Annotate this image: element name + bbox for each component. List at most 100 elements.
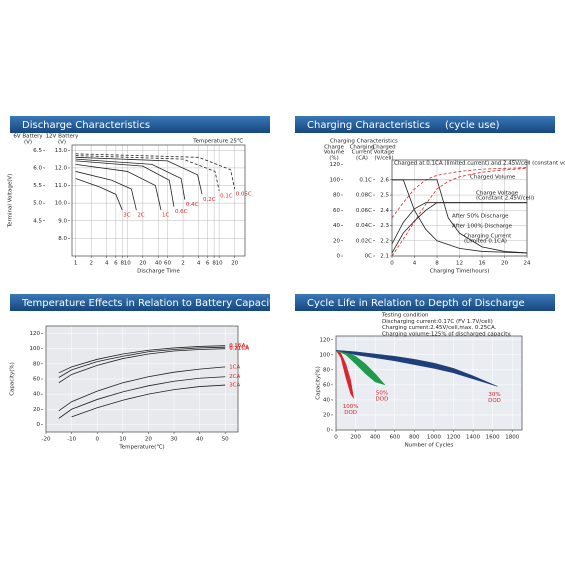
x-tick-label: 20 [139,261,146,267]
series-label: 0.4C [186,202,199,208]
x-tick-label: 10 [124,261,131,267]
x-tick-label: 8 [121,261,125,267]
y-tick-label: 100 [30,346,41,352]
annotation: After 100% Discharge [452,224,513,230]
y-tick-label: 20 [323,412,330,418]
x-tick-label: 2 [89,261,93,267]
series-label: 2C [137,213,144,219]
plot-frame [71,144,246,257]
x-tick-label: 40 [155,261,162,267]
y-tick-label: 2.3 [380,223,389,229]
x-tick-label: -20 [42,437,51,443]
y-unit-title: (V) [58,140,66,146]
series-label: 0.2C [203,197,216,203]
series-line [58,345,226,374]
series-line [58,366,226,412]
x-tick-label: 0 [390,261,394,267]
y-tick-label: 40 [333,223,340,229]
y-tick-label: 11.0 [55,183,68,189]
y2-unit-title: (V) [24,140,32,146]
axis-title: Charging [350,145,375,151]
plot-background [336,336,522,430]
x-tick-label: 20 [501,261,508,267]
x-tick-label: 1800 [505,435,519,441]
x-tick-label: 0 [334,435,338,441]
x-tick-label: 2 [181,261,185,267]
axis-title: Volume [324,150,345,156]
x-tick-label: 1600 [486,435,500,441]
axis-title: Voltage [374,150,395,156]
series-line [58,346,226,378]
y-tick-label: 0.08C [356,193,372,199]
y-tick-label: 2.6 [380,177,389,183]
y-tick-label: 40 [323,397,330,403]
x-tick-label: 20 [145,437,152,443]
x-tick-label: 16 [479,261,486,267]
y-tick-label: 6.5 [33,148,42,154]
series-label: 0.1C [220,193,233,199]
series-label: 0.21CA [229,346,249,352]
y-tick-label: 8.0 [58,236,67,242]
series-line [391,202,527,244]
y-tick-label: 0 [337,254,341,260]
y-tick-label: 60 [333,208,340,214]
series-line [75,153,236,190]
chart-subtitle: (cycle use) [445,120,500,131]
series-label: 1CA [229,364,240,370]
series-label: 0.6C [175,209,188,215]
series-line [75,171,137,211]
series-label: DOD [376,396,389,402]
series-label: 0.1CA [229,343,246,349]
x-tick-label: 1200 [446,435,460,441]
series-label: 2CA [229,374,240,380]
series-band [335,350,354,399]
x-tick-label: 400 [370,435,381,441]
chart-title: Cycle Life in Relation to Depth of Disch… [307,298,525,309]
header-bar [295,116,555,133]
test-condition: Discharging current:0.17C (FV 1.7V/cell) [382,319,493,325]
series-line [75,160,175,207]
x-tick-label: 1 [74,261,78,267]
series-label: 3CA [229,383,240,389]
chart-title: Discharge Characteristics [22,120,150,131]
y-tick-label: 120 [320,337,331,343]
series-label: 0.17CA [229,345,249,351]
y-tick-label: 9.0 [58,218,67,224]
x-tick-label: 8 [212,261,216,267]
plot-frame [45,325,239,433]
y-tick-label: 2.4 [380,208,389,214]
y-tick-label: 0C [365,254,372,260]
x-tick-label: 10 [216,261,223,267]
x-tick-label: 12 [456,261,463,267]
y-tick-label: 20 [33,407,40,413]
y-tick-label: 40 [33,392,40,398]
y-axis-title: Terminal Voltage(V) [8,174,14,229]
series-band [335,350,386,386]
chart-title: Charging Characteristics [307,120,430,131]
y-tick-label: 0 [37,422,41,428]
y-tick-label: 100 [320,352,331,358]
axis-title: Current [352,150,374,156]
x-tick-label: 4 [413,261,417,267]
series-line [75,163,162,211]
y-tick-label: 80 [333,193,340,199]
series-label: 1C [162,213,169,219]
y-tick-label: 80 [323,367,330,373]
series-line [75,178,123,211]
y-tick-label: 0 [327,428,331,434]
axis-title: Charged [372,145,395,151]
x-tick-label: 0 [95,437,99,443]
x-tick-label: 40 [196,437,203,443]
x-tick-label: 20 [231,261,238,267]
y-tick-label: 0.06C [356,208,372,214]
y-tick-label: 0.02C [356,238,372,244]
annotation: (Limited 0.1CA) [464,239,507,245]
y-tick-label: 0.04C [356,223,372,229]
test-condition: Charging volume:125% of discharged capac… [382,331,512,337]
series-line [75,158,186,200]
y-tick-label: 60 [323,382,330,388]
series-line [392,179,528,254]
header-bar [295,294,555,311]
